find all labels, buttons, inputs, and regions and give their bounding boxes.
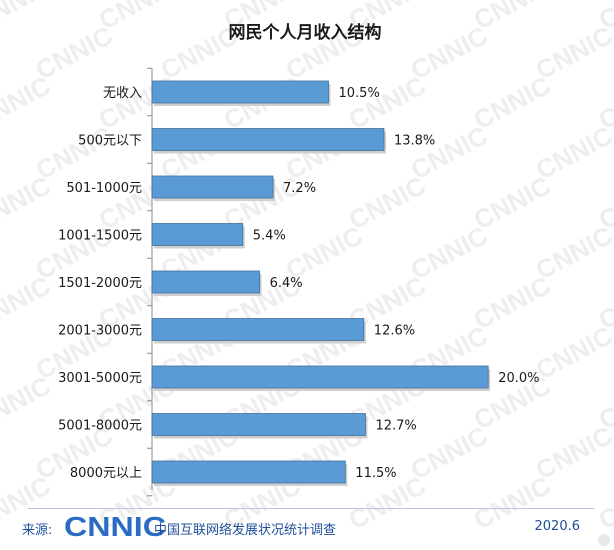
watermark-mark-27: CNNIC — [344, 170, 431, 235]
bar-3 — [151, 223, 244, 246]
bar-2 — [151, 175, 274, 199]
value-label-4: 6.4% — [270, 276, 303, 291]
footer-divider — [28, 508, 594, 509]
org-name: 中国互联网络发展状况统计调查 — [154, 523, 337, 538]
source-label: 来源: — [22, 523, 53, 538]
bar-1 — [151, 128, 385, 151]
value-label-5: 12.6% — [374, 324, 415, 339]
category-label-4: 1501-2000元 — [58, 276, 142, 291]
category-label-7: 5001-8000元 — [58, 419, 142, 434]
value-label-8: 11.5% — [355, 466, 396, 481]
category-label-2: 501-1000元 — [66, 181, 142, 196]
bars-layer: 无收入 10.5% 500元以下 13.8% 501-1000元 7.2% 1001-150… — [58, 67, 540, 497]
bar-4 — [151, 270, 260, 294]
date-label: 2020.6 — [534, 519, 581, 534]
cnnic-logo: CNNIC — [64, 511, 166, 542]
category-label-6: 3001-5000元 — [58, 371, 142, 386]
bar-8 — [151, 460, 346, 484]
value-label-7: 12.7% — [375, 419, 416, 434]
value-label-2: 7.2% — [283, 181, 316, 196]
watermark-mark-15: CNNIC — [344, 70, 431, 135]
value-label-6: 20.0% — [498, 371, 539, 386]
category-label-3: 1001-1500元 — [58, 229, 142, 244]
value-label-1: 13.8% — [394, 134, 435, 149]
bar-6 — [151, 365, 489, 389]
bar-7 — [151, 413, 366, 436]
value-label-3: 5.4% — [253, 229, 286, 244]
category-label-5: 2001-3000元 — [58, 324, 142, 339]
chart-title: 网民个人月收入结构 — [229, 22, 382, 43]
watermark-mark-28: CNNIC — [469, 170, 556, 235]
bar-0 — [151, 80, 329, 104]
category-label-0: 无收入 — [103, 86, 142, 101]
watermark-mark-40: CNNIC — [469, 270, 556, 335]
bar-5 — [151, 318, 365, 341]
weibo-watermark-icon — [598, 534, 610, 546]
value-label-0: 10.5% — [339, 86, 380, 101]
category-label-8: 8000元以上 — [70, 466, 142, 481]
category-label-1: 500元以下 — [78, 134, 142, 149]
watermark-mark-0: CNNIC — [0, 0, 56, 35]
watermark-mark-16: CNNIC — [469, 70, 556, 135]
